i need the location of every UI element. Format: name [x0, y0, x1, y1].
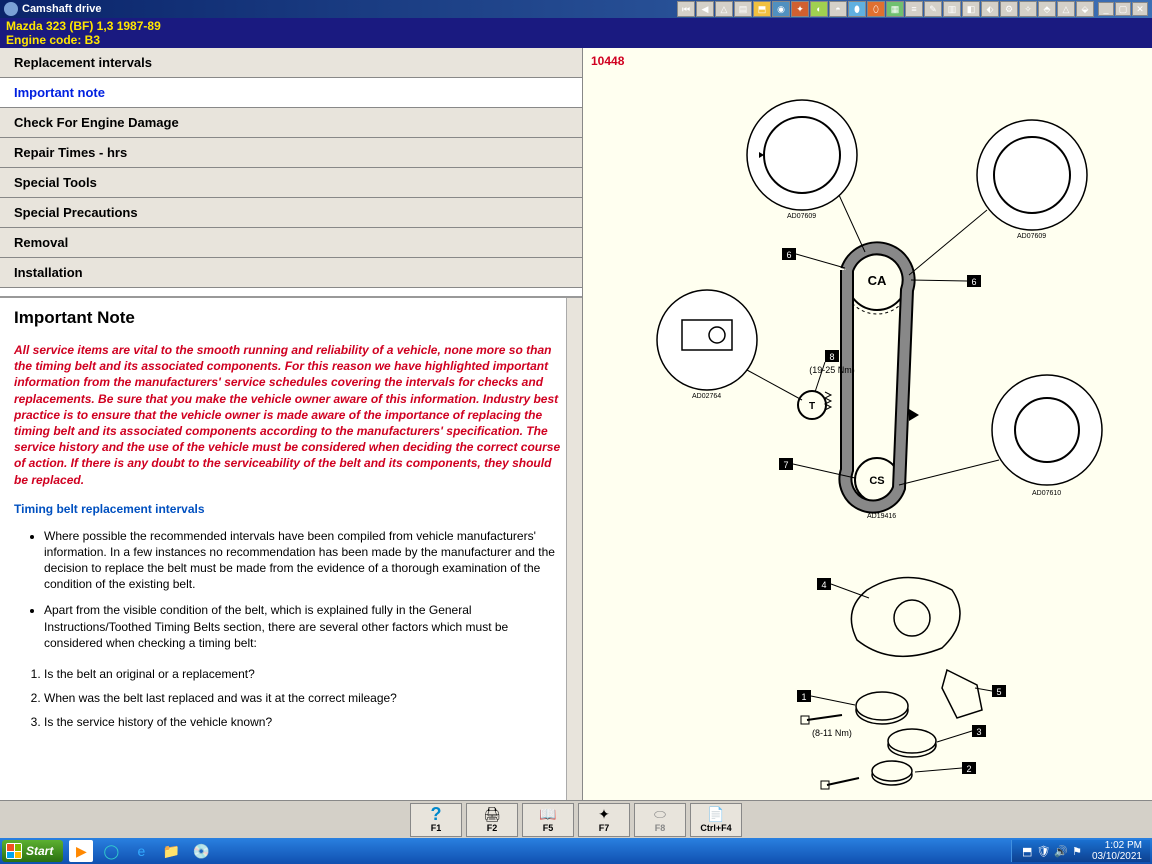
book-button[interactable]: 📖F5 [522, 803, 574, 837]
important-note-paragraph: All service items are vital to the smoot… [14, 342, 568, 488]
nav-item-check-engine-damage[interactable]: Check For Engine Damage [0, 108, 582, 138]
numbered-list: Is the belt an original or a replacement… [44, 665, 568, 731]
tray-icon[interactable]: 🔊 [1054, 845, 1068, 858]
list-item: Is the belt an original or a replacement… [44, 665, 568, 683]
list-item: Is the service history of the vehicle kn… [44, 713, 568, 731]
vehicle-line1: Mazda 323 (BF) 1,3 1987-89 [6, 19, 1146, 33]
svg-text:6: 6 [971, 277, 976, 287]
nav-item-special-tools[interactable]: Special Tools [0, 168, 582, 198]
svg-text:8: 8 [829, 352, 834, 362]
window-title: Camshaft drive [22, 3, 677, 15]
toolbar-btn-7[interactable]: ✦ [791, 1, 809, 17]
toolbar-btn-8[interactable]: ◐ [810, 1, 828, 17]
svg-text:(8-11 Nm): (8-11 Nm) [812, 728, 852, 738]
toolbar-btn-15[interactable]: ▥ [943, 1, 961, 17]
svg-text:AD07609: AD07609 [1017, 233, 1046, 240]
main-area: Replacement intervals Important note Che… [0, 48, 1152, 800]
toolbar-btn-20[interactable]: ⬘ [1038, 1, 1056, 17]
svg-text:5: 5 [996, 687, 1001, 697]
system-tray: ⬒ 🛡 🔊 ⚑ 1:02 PM 03/10/2021 [1011, 840, 1150, 862]
titlebar-toolbar: ⏮ ◀ △ ▤ ⬒ ◉ ✦ ◐ ◓ ⬮ ⬯ ▦ ≡ ✎ ▥ ◧ ⬖ ⚙ ✧ ⬘ … [677, 1, 1094, 17]
toolbar-btn-6[interactable]: ◉ [772, 1, 790, 17]
taskbar: Start ▶ ◯ e 📁 💿 ⬒ 🛡 🔊 ⚑ 1:02 PM 03/10/20… [0, 838, 1152, 864]
nav-item-important-note[interactable]: Important note [0, 78, 582, 108]
window-titlebar: Camshaft drive ⏮ ◀ △ ▤ ⬒ ◉ ✦ ◐ ◓ ⬮ ⬯ ▦ ≡… [0, 0, 1152, 18]
target-button[interactable]: ✦F7 [578, 803, 630, 837]
taskbar-item-2[interactable]: ◯ [99, 840, 123, 862]
svg-text:T: T [809, 401, 815, 412]
minimize-button[interactable]: _ [1098, 2, 1114, 16]
vehicle-info-bar: Mazda 323 (BF) 1,3 1987-89 Engine code: … [0, 18, 1152, 48]
sub-heading: Timing belt replacement intervals [14, 502, 568, 516]
toolbar-warn-icon[interactable]: △ [715, 1, 733, 17]
app-icon [4, 2, 18, 16]
window-controls: _ ▢ ✕ [1098, 2, 1148, 16]
belt-button[interactable]: ⬭F8 [634, 803, 686, 837]
start-button[interactable]: Start [2, 840, 63, 862]
toolbar-btn-22[interactable]: ⬙ [1076, 1, 1094, 17]
svg-text:4: 4 [821, 580, 826, 590]
toolbar-btn-13[interactable]: ≡ [905, 1, 923, 17]
toolbar-btn-17[interactable]: ⬖ [981, 1, 999, 17]
taskbar-item-3[interactable]: e [129, 840, 153, 862]
notes-button[interactable]: 📄Ctrl+F4 [690, 803, 742, 837]
list-item: When was the belt last replaced and was … [44, 689, 568, 707]
svg-text:(19-25 Nm): (19-25 Nm) [809, 365, 855, 375]
svg-text:6: 6 [786, 250, 791, 260]
toolbar-btn-21[interactable]: △ [1057, 1, 1075, 17]
svg-text:1: 1 [801, 692, 806, 702]
toolbar-btn-9[interactable]: ◓ [829, 1, 847, 17]
taskbar-item-4[interactable]: 📁 [159, 840, 183, 862]
svg-text:7: 7 [783, 460, 788, 470]
svg-text:CS: CS [869, 475, 884, 487]
close-button[interactable]: ✕ [1132, 2, 1148, 16]
svg-text:AD19416: AD19416 [867, 513, 896, 520]
toolbar-btn-5[interactable]: ⬒ [753, 1, 771, 17]
help-button[interactable]: ?F1 [410, 803, 462, 837]
toolbar-back-icon[interactable]: ◀ [696, 1, 714, 17]
toolbar-btn-12[interactable]: ▦ [886, 1, 904, 17]
toolbar-first-icon[interactable]: ⏮ [677, 1, 695, 17]
diagram-panel: 10448 CA CS T AD07609 [582, 48, 1152, 800]
list-item: Apart from the visible condition of the … [44, 602, 568, 651]
svg-text:3: 3 [976, 727, 981, 737]
toolbar-btn-10[interactable]: ⬮ [848, 1, 866, 17]
toolbar-doc-icon[interactable]: ▤ [734, 1, 752, 17]
taskbar-item-1[interactable]: ▶ [69, 840, 93, 862]
tray-icon[interactable]: ⬒ [1022, 845, 1032, 858]
nav-item-removal[interactable]: Removal [0, 228, 582, 258]
nav-item-replacement-intervals[interactable]: Replacement intervals [0, 48, 582, 78]
nav-item-special-precautions[interactable]: Special Precautions [0, 198, 582, 228]
svg-text:AD07610: AD07610 [1032, 490, 1061, 497]
svg-text:2: 2 [966, 764, 971, 774]
nav-item-repair-times[interactable]: Repair Times - hrs [0, 138, 582, 168]
left-panel: Replacement intervals Important note Che… [0, 48, 582, 800]
nav-list: Replacement intervals Important note Che… [0, 48, 582, 288]
timing-belt-diagram: CA CS T AD07609 AD07609 [587, 70, 1147, 790]
content-scrollbar[interactable] [566, 298, 582, 800]
toolbar-btn-19[interactable]: ✧ [1019, 1, 1037, 17]
maximize-button[interactable]: ▢ [1115, 2, 1131, 16]
bullet-list: Where possible the recommended intervals… [44, 528, 568, 651]
svg-text:AD07609: AD07609 [787, 213, 816, 220]
windows-logo-icon [6, 843, 22, 859]
diagram-id: 10448 [591, 54, 1144, 68]
toolbar-btn-14[interactable]: ✎ [924, 1, 942, 17]
toolbar-btn-18[interactable]: ⚙ [1000, 1, 1018, 17]
tray-icon[interactable]: ⚑ [1072, 845, 1082, 858]
print-button[interactable]: 🖨F2 [466, 803, 518, 837]
toolbar-btn-16[interactable]: ◧ [962, 1, 980, 17]
content-area: Important Note All service items are vit… [0, 296, 582, 800]
tray-icon[interactable]: 🛡 [1036, 845, 1050, 858]
nav-item-installation[interactable]: Installation [0, 258, 582, 288]
bottom-toolbar: ?F1 🖨F2 📖F5 ✦F7 ⬭F8 📄Ctrl+F4 [0, 800, 1152, 838]
svg-text:AD02764: AD02764 [692, 393, 721, 400]
vehicle-line2: Engine code: B3 [6, 33, 1146, 47]
list-item: Where possible the recommended intervals… [44, 528, 568, 593]
taskbar-clock[interactable]: 1:02 PM 03/10/2021 [1092, 840, 1142, 862]
toolbar-btn-11[interactable]: ⬯ [867, 1, 885, 17]
taskbar-item-5[interactable]: 💿 [189, 840, 213, 862]
content-heading: Important Note [14, 308, 568, 328]
svg-text:CA: CA [868, 273, 887, 288]
